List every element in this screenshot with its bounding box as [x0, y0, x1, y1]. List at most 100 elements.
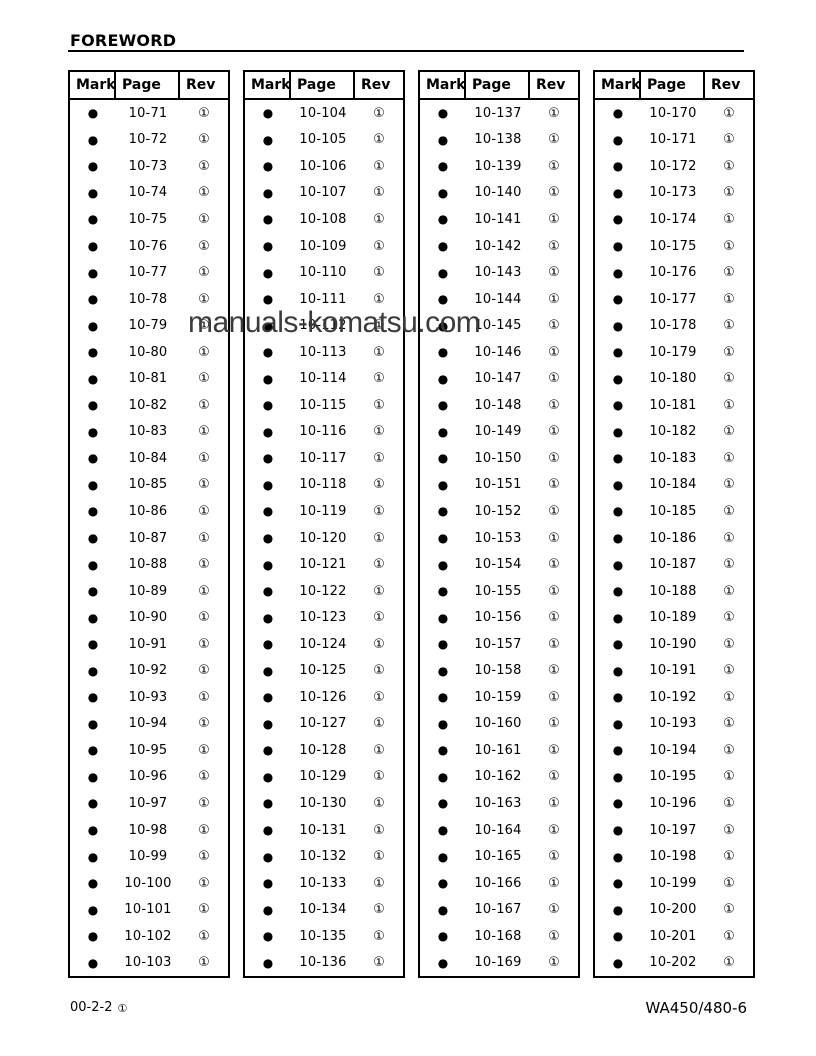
table-row: ● 10-146 ① [420, 339, 578, 366]
mark-bullet: ● [262, 716, 274, 731]
table-row: ● 10-102 ① [70, 923, 228, 950]
rev-mark: ① [198, 477, 210, 493]
mark-bullet: ● [612, 769, 624, 784]
mark-bullet: ● [262, 212, 274, 227]
mark-bullet: ● [612, 955, 624, 970]
rev-mark: ① [548, 928, 560, 944]
mark-bullet: ● [87, 451, 99, 466]
rev-mark: ① [548, 371, 560, 387]
table-row: ● 10-200 ① [595, 896, 753, 923]
mark-bullet: ● [262, 531, 274, 546]
page-number: 10-139 [474, 158, 522, 174]
rev-mark: ① [723, 211, 735, 227]
mark-bullet: ● [437, 663, 449, 678]
mark-bullet: ● [87, 398, 99, 413]
table-row: ● 10-77 ① [70, 259, 228, 286]
rev-mark: ① [723, 795, 735, 811]
rev-mark: ① [373, 742, 385, 758]
rev-mark: ① [373, 663, 385, 679]
footer-model-number: WA450/480-6 [645, 999, 747, 1017]
mark-bullet: ● [612, 849, 624, 864]
page-number: 10-198 [649, 849, 697, 865]
rev-mark: ① [723, 105, 735, 121]
rev-mark: ① [723, 291, 735, 307]
page-number: 10-144 [474, 291, 522, 307]
table-row: ● 10-135 ① [245, 923, 403, 950]
page-number: 10-85 [128, 477, 168, 493]
table-row: ● 10-113 ① [245, 339, 403, 366]
rev-mark: ① [198, 211, 210, 227]
page-number: 10-170 [649, 105, 697, 121]
rev-mark: ① [198, 450, 210, 466]
mark-bullet: ● [87, 663, 99, 678]
page-number: 10-185 [649, 503, 697, 519]
page-number: 10-77 [128, 265, 168, 281]
page-number: 10-74 [128, 185, 168, 201]
mark-bullet: ● [262, 371, 274, 386]
rev-mark: ① [373, 689, 385, 705]
page-number: 10-96 [128, 769, 168, 785]
page-number: 10-138 [474, 132, 522, 148]
col-header-mark: Mark [595, 72, 641, 98]
rev-mark: ① [723, 875, 735, 891]
table-row: ● 10-112 ① [245, 312, 403, 339]
table-row: ● 10-161 ① [420, 737, 578, 764]
table-row: ● 10-126 ① [245, 684, 403, 711]
page-number: 10-109 [299, 238, 347, 254]
rev-mark: ① [548, 132, 560, 148]
mark-bullet: ● [262, 929, 274, 944]
page-number: 10-136 [299, 955, 347, 971]
mark-bullet: ● [437, 610, 449, 625]
rev-mark: ① [723, 583, 735, 599]
table-row: ● 10-75 ① [70, 206, 228, 233]
col-header-page: Page [291, 72, 355, 98]
rev-mark: ① [723, 663, 735, 679]
table-row: ● 10-166 ① [420, 870, 578, 897]
rev-mark: ① [548, 265, 560, 281]
page-number: 10-192 [649, 689, 697, 705]
table-row: ● 10-172 ① [595, 153, 753, 180]
rev-mark: ① [723, 450, 735, 466]
rev-mark: ① [723, 424, 735, 440]
rev-mark: ① [548, 397, 560, 413]
rev-mark: ① [723, 610, 735, 626]
mark-bullet: ● [262, 769, 274, 784]
rev-mark: ① [373, 265, 385, 281]
page-number: 10-125 [299, 663, 347, 679]
table-row: ● 10-89 ① [70, 578, 228, 605]
mark-bullet: ● [437, 531, 449, 546]
table-row: ● 10-140 ① [420, 180, 578, 207]
table-row: ● 10-151 ① [420, 472, 578, 499]
mark-bullet: ● [87, 345, 99, 360]
rev-mark: ① [198, 769, 210, 785]
mark-bullet: ● [87, 424, 99, 439]
mark-bullet: ● [87, 902, 99, 917]
page-number: 10-127 [299, 716, 347, 732]
mark-bullet: ● [612, 477, 624, 492]
mark-bullet: ● [437, 398, 449, 413]
page-number: 10-182 [649, 424, 697, 440]
page-number: 10-174 [649, 211, 697, 227]
page-number: 10-178 [649, 318, 697, 334]
table-row: ● 10-130 ① [245, 790, 403, 817]
rev-mark: ① [198, 397, 210, 413]
mark-bullet: ● [612, 106, 624, 121]
mark-bullet: ● [612, 504, 624, 519]
mark-bullet: ● [437, 212, 449, 227]
rev-mark: ① [198, 849, 210, 865]
page-number: 10-161 [474, 742, 522, 758]
mark-bullet: ● [612, 902, 624, 917]
table-row: ● 10-136 ① [245, 950, 403, 977]
page-number: 10-89 [128, 583, 168, 599]
mark-bullet: ● [437, 584, 449, 599]
rev-mark: ① [723, 822, 735, 838]
page-number: 10-122 [299, 583, 347, 599]
mark-bullet: ● [612, 424, 624, 439]
rev-mark: ① [548, 105, 560, 121]
rev-mark: ① [373, 318, 385, 334]
mark-bullet: ● [262, 902, 274, 917]
table-row: ● 10-72 ① [70, 127, 228, 154]
rev-mark: ① [723, 238, 735, 254]
table-row: ● 10-177 ① [595, 286, 753, 313]
